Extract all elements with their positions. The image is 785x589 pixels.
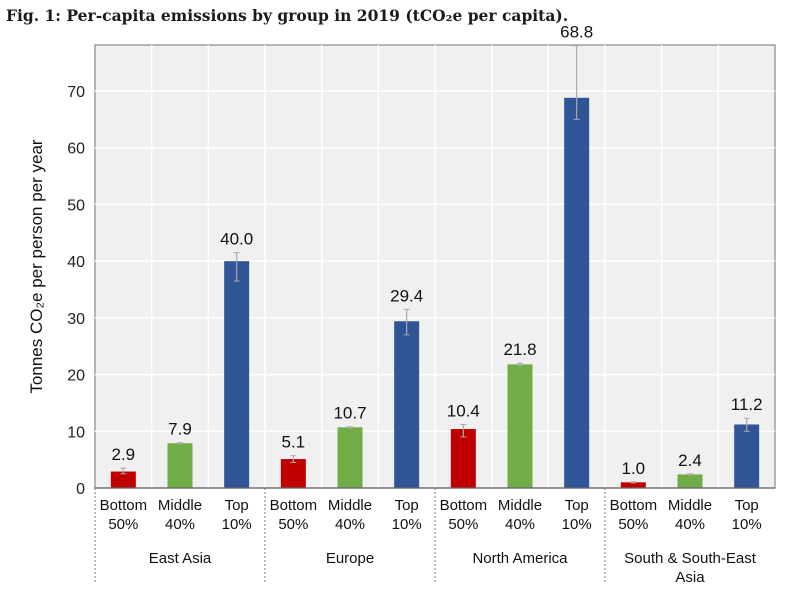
bar <box>734 424 760 488</box>
x-tick-label: 10% <box>732 516 762 533</box>
data-label: 40.0 <box>220 230 253 249</box>
bar <box>564 97 590 488</box>
data-label: 7.9 <box>168 420 192 439</box>
x-tick-label: 50% <box>278 516 308 533</box>
data-label: 68.8 <box>560 23 593 42</box>
data-label: 2.4 <box>678 451 702 470</box>
x-tick-label: Top <box>395 497 419 514</box>
x-tick-label: Middle <box>498 497 542 514</box>
x-tick-label: Bottom <box>270 497 318 514</box>
x-tick-label: Middle <box>668 497 712 514</box>
group-label: Europe <box>326 550 374 567</box>
x-tick-label: Bottom <box>610 497 658 514</box>
data-label: 11.2 <box>731 395 763 414</box>
group-label: South & South-East <box>624 550 757 567</box>
bar <box>677 474 703 488</box>
x-tick-label: 50% <box>618 516 648 533</box>
data-label: 21.8 <box>503 340 536 359</box>
bar <box>110 471 136 488</box>
x-tick-label: Bottom <box>440 497 488 514</box>
x-tick-label: 50% <box>108 516 138 533</box>
data-label: 2.9 <box>112 445 136 464</box>
data-label: 1.0 <box>622 459 646 478</box>
bar <box>280 459 306 488</box>
y-tick-label: 0 <box>76 481 85 498</box>
bar <box>167 443 193 488</box>
x-tick-label: Top <box>225 497 249 514</box>
x-tick-label: 40% <box>335 516 365 533</box>
figure-title: Fig. 1: Per-capita emissions by group in… <box>6 6 569 25</box>
data-label: 10.4 <box>447 401 480 420</box>
x-tick-label: 10% <box>562 516 592 533</box>
x-tick-label: 40% <box>505 516 535 533</box>
bar <box>394 321 420 488</box>
y-tick-label: 40 <box>67 254 85 271</box>
y-tick-label: 70 <box>67 84 85 101</box>
x-tick-label: 10% <box>392 516 422 533</box>
x-tick-label: 50% <box>448 516 478 533</box>
y-tick-label: 60 <box>67 141 85 158</box>
x-tick-label: 40% <box>165 516 195 533</box>
x-tick-label: Middle <box>328 497 372 514</box>
group-label: Asia <box>675 569 705 586</box>
x-tick-label: Middle <box>158 497 202 514</box>
data-label: 10.7 <box>333 404 366 423</box>
x-tick-label: 10% <box>222 516 252 533</box>
bar <box>450 429 476 488</box>
x-tick-label: Top <box>735 497 759 514</box>
x-tick-label: Top <box>565 497 589 514</box>
bar <box>507 364 533 488</box>
y-tick-label: 10 <box>67 424 85 441</box>
data-label: 5.1 <box>282 433 306 452</box>
bar <box>620 482 646 488</box>
y-tick-label: 20 <box>67 368 85 385</box>
bar <box>224 261 250 488</box>
y-axis-label: Tonnes CO₂e per person per year <box>27 139 46 394</box>
x-tick-label: Bottom <box>100 497 148 514</box>
y-tick-label: 50 <box>67 197 85 214</box>
group-label: East Asia <box>149 550 212 567</box>
x-tick-label: 40% <box>675 516 705 533</box>
bar <box>337 427 363 488</box>
group-label: North America <box>472 550 568 567</box>
data-label: 29.4 <box>390 286 423 305</box>
y-tick-label: 30 <box>67 311 85 328</box>
